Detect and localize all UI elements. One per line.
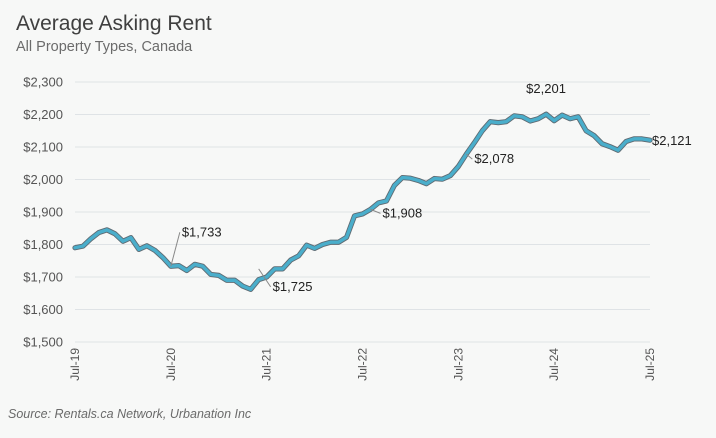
x-tick-label: Jul-22: [356, 348, 370, 381]
series-line: [72, 111, 653, 292]
data-label-leader: [370, 208, 381, 214]
y-axis: $1,500 $1,600 $1,700 $1,800 $1,900 $2,000 $2,1…: [23, 75, 63, 350]
y-tick-label: $2,200: [23, 107, 63, 122]
chart-title: Average Asking Rent: [16, 12, 212, 35]
series-line-path: [73, 112, 652, 292]
x-tick-label: Jul-23: [451, 348, 465, 381]
data-label: $2,121: [652, 133, 692, 148]
data-label: $1,725: [273, 279, 313, 294]
x-tick-label: Jul-25: [643, 348, 657, 381]
data-label-leader: [465, 153, 473, 160]
x-tick-label: Jul-20: [164, 348, 178, 381]
y-tick-label: $1,900: [23, 205, 63, 220]
x-tick-label: Jul-19: [68, 348, 82, 381]
y-tick-label: $1,600: [23, 302, 63, 317]
data-label: $2,078: [474, 151, 514, 166]
y-tick-label: $1,500: [23, 335, 63, 350]
chart-subtitle: All Property Types, Canada: [16, 39, 193, 55]
data-label-leader: [170, 232, 181, 267]
x-axis: Jul-19 Jul-20 Jul-21 Jul-22 Jul-23 Jul-24 Jul-…: [68, 348, 657, 381]
x-tick-label: Jul-24: [547, 348, 561, 381]
data-label: $1,908: [382, 205, 422, 220]
y-tick-label: $2,000: [23, 172, 63, 187]
data-labels: $1,733 $1,725 $1,908 $2,078 $2,201 $2,121: [170, 81, 692, 294]
source-note: Source: Rentals.ca Network, Urbanation I…: [8, 407, 252, 421]
x-tick-label: Jul-21: [260, 348, 274, 381]
y-tick-label: $2,100: [23, 140, 63, 155]
grid-lines: [75, 81, 650, 343]
y-tick-label: $2,300: [23, 75, 63, 90]
series-line-outline: [72, 111, 653, 292]
data-label: $2,201: [526, 81, 566, 96]
y-tick-label: $1,800: [23, 237, 63, 252]
y-tick-label: $1,700: [23, 270, 63, 285]
line-chart: $1,500 $1,600 $1,700 $1,800 $1,900 $2,000 $2,1…: [23, 75, 692, 381]
data-label-leader: [258, 268, 272, 288]
data-label: $1,733: [182, 224, 222, 239]
